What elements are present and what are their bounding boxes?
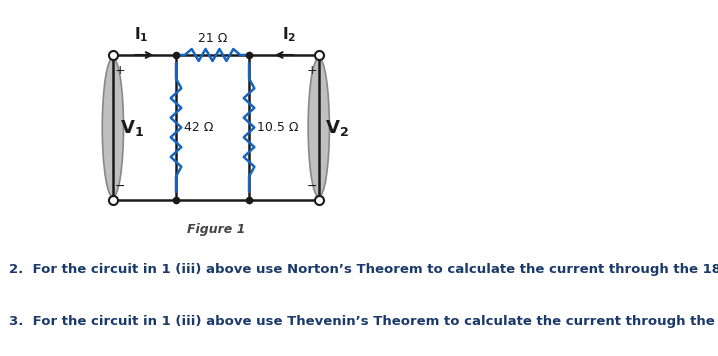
Text: −: − <box>307 179 317 193</box>
Text: Figure 1: Figure 1 <box>187 224 245 236</box>
Text: 10.5 Ω: 10.5 Ω <box>257 121 299 134</box>
Text: 21 Ω: 21 Ω <box>198 31 227 44</box>
Text: +: + <box>306 64 317 78</box>
Text: $\mathbf{I_1}$: $\mathbf{I_1}$ <box>134 26 149 44</box>
Text: 2.  For the circuit in 1 (iii) above use Norton’s Theorem to calculate the curre: 2. For the circuit in 1 (iii) above use … <box>9 263 718 277</box>
Text: $\mathbf{V_1}$: $\mathbf{V_1}$ <box>119 117 144 137</box>
Text: $\mathbf{I_2}$: $\mathbf{I_2}$ <box>282 26 297 44</box>
Text: −: − <box>115 179 126 193</box>
Ellipse shape <box>308 58 330 197</box>
Ellipse shape <box>102 58 123 197</box>
Text: 42 Ω: 42 Ω <box>184 121 213 134</box>
Text: 3.  For the circuit in 1 (iii) above use Thevenin’s Theorem to calculate the cur: 3. For the circuit in 1 (iii) above use … <box>9 315 718 329</box>
Text: +: + <box>115 64 126 78</box>
Text: $\mathbf{V_2}$: $\mathbf{V_2}$ <box>325 117 350 137</box>
